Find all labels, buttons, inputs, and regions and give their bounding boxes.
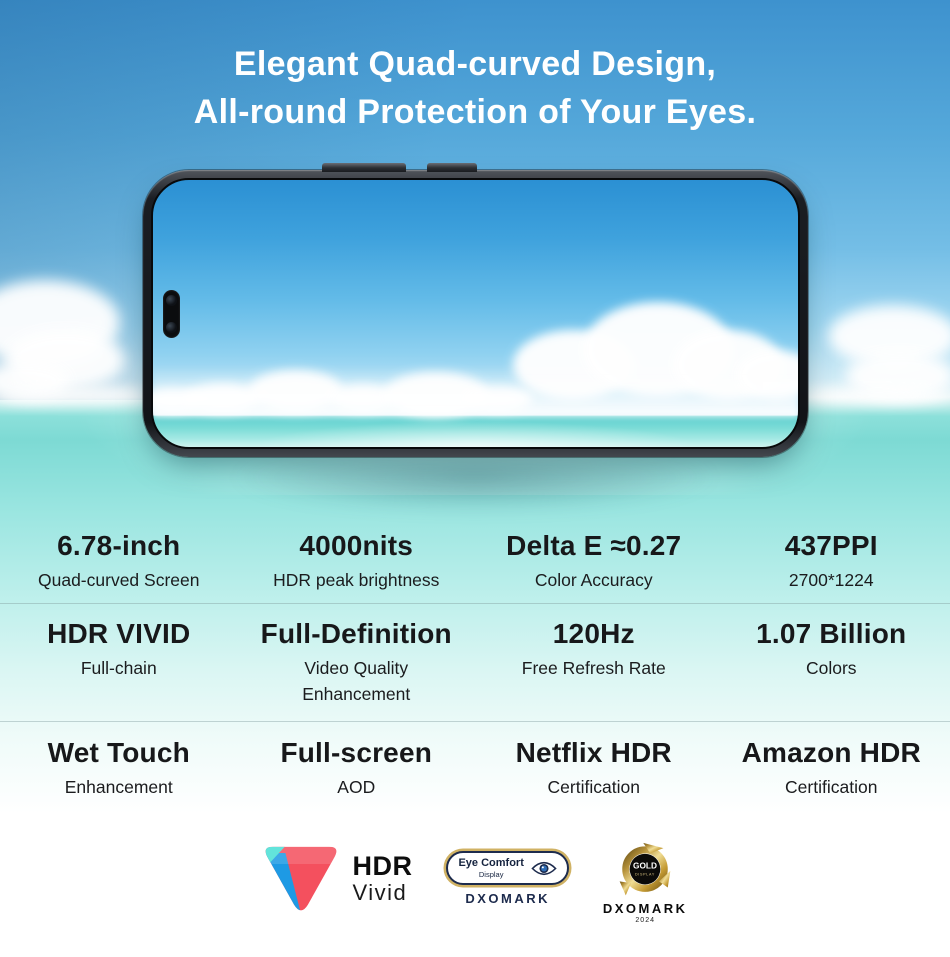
spec-value: Netflix HDR [515, 737, 672, 768]
spec-value: 6.78-inch [57, 530, 181, 561]
hdr-vivid-wordmark: HDR Vivid [352, 852, 412, 905]
spec-value: Wet Touch [47, 737, 190, 768]
spec-value: 4000nits [299, 530, 414, 561]
spec-label: Certification [547, 777, 640, 797]
water-glare [249, 421, 702, 447]
spec-item: 120Hz Free Refresh Rate [475, 617, 713, 721]
spec-item: Amazon HDR Certification [713, 736, 950, 822]
title-line-2: All-round Protection of Your Eyes. [193, 93, 757, 131]
spec-row-1: 6.78-inch Quad-curved Screen 4000nits HD… [0, 522, 950, 603]
row-divider [0, 721, 950, 722]
hdr-vivid-logo: HDR Vivid [262, 842, 412, 914]
eye-comfort-line-2: Display [478, 870, 504, 879]
certification-logos: HDR Vivid Eye Comfort Display DXOMARK [0, 842, 950, 924]
phone-water-reflection [150, 460, 800, 546]
gold-badge-subtitle: DISPLAY [635, 872, 655, 876]
hdr-vivid-subtitle: Vivid [352, 879, 408, 905]
row-divider [0, 603, 950, 604]
spec-item: Netflix HDR Certification [475, 736, 713, 822]
spec-label: Free Refresh Rate [521, 658, 666, 678]
spec-row-3: Wet Touch Enhancement Full-screen AOD Ne… [0, 722, 950, 822]
page-title: Elegant Quad-curved Design, All-round Pr… [0, 40, 950, 136]
camera-lens-icon [166, 321, 177, 333]
spec-value: Amazon HDR [741, 737, 921, 768]
gold-badge-year: 2024 [635, 917, 655, 924]
spec-item: 6.78-inch Quad-curved Screen [0, 529, 238, 603]
spec-value: 1.07 Billion [756, 618, 907, 649]
spec-item: HDR VIVID Full-chain [0, 617, 238, 721]
phone-screen [151, 178, 800, 449]
gold-badge-title: GOLD [633, 860, 657, 870]
spec-item: 1.07 Billion Colors [713, 617, 950, 721]
horizon-haze-band [153, 365, 798, 417]
spec-item: 437PPI 2700*1224 [713, 529, 950, 603]
dxomark-eye-comfort-badge: Eye Comfort Display DXOMARK [446, 851, 569, 906]
spec-label: Enhancement [64, 777, 173, 797]
spec-row-2: HDR VIVID Full-chain Full-Definition Vid… [0, 604, 950, 721]
eye-icon [531, 861, 557, 875]
phone-device [143, 163, 808, 457]
spec-label: HDR peak brightness [273, 570, 440, 590]
spec-label: AOD [337, 777, 376, 797]
spec-value: HDR VIVID [47, 618, 191, 649]
power-button [427, 163, 477, 172]
camera-lens-icon [166, 294, 177, 306]
spec-label: Video Quality Enhancement [302, 658, 411, 704]
eye-comfort-line-1: Eye Comfort [458, 857, 524, 869]
spec-item: Full-Definition Video Quality Enhancemen… [238, 617, 476, 721]
spec-item: Wet Touch Enhancement [0, 736, 238, 822]
camera-pill [163, 289, 180, 338]
spec-label: Certification [785, 777, 878, 797]
spec-value: Full-screen [280, 737, 433, 768]
spec-value: Delta E ≈0.27 [506, 530, 682, 561]
spec-item: Full-screen AOD [238, 736, 476, 822]
horizon-haze [805, 388, 950, 404]
dxomark-gold-display-badge: GOLD DISPLAY DXOMARK 2024 [603, 842, 688, 924]
title-line-1: Elegant Quad-curved Design, [233, 45, 717, 83]
spec-value: 437PPI [784, 530, 878, 561]
spec-label: Full-chain [80, 658, 157, 678]
dxomark-wordmark: DXOMARK [465, 891, 550, 906]
hdr-vivid-triangle-icon [266, 846, 337, 911]
spec-item: 4000nits HDR peak brightness [238, 529, 476, 603]
eye-comfort-text: Eye Comfort Display [458, 857, 523, 879]
dxomark-wordmark: DXOMARK [602, 901, 688, 916]
spec-item: Delta E ≈0.27 Color Accuracy [475, 529, 713, 603]
spec-label: Color Accuracy [534, 570, 653, 590]
spec-grid: 6.78-inch Quad-curved Screen 4000nits HD… [0, 522, 950, 822]
gold-display-icon: GOLD DISPLAY [619, 842, 671, 896]
horizon-haze [0, 386, 145, 404]
spec-value: 120Hz [552, 618, 635, 649]
volume-button [322, 163, 406, 172]
spec-label: Colors [805, 658, 857, 678]
spec-label: 2700*1224 [788, 570, 874, 590]
spec-value: Full-Definition [260, 618, 452, 649]
eye-comfort-pill: Eye Comfort Display [446, 851, 569, 885]
hdr-vivid-title: HDR [352, 850, 413, 881]
spec-label: Quad-curved Screen [38, 570, 200, 590]
